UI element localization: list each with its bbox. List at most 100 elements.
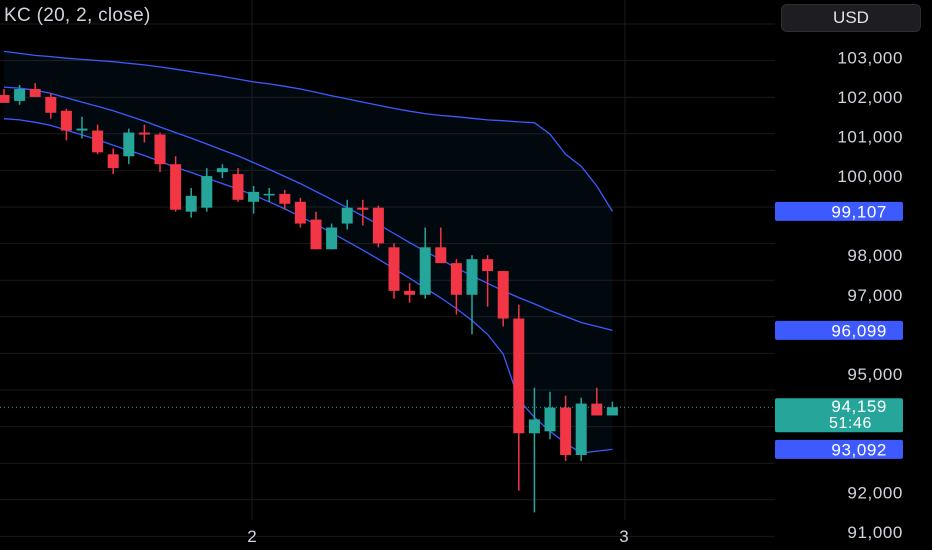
candle [170,156,182,212]
time-tick-label: 3 [619,527,628,546]
candle-body [482,259,494,272]
candle [388,243,400,299]
candle-body [92,130,104,153]
candle-body [170,164,182,210]
candle [123,128,135,165]
price-tag-value: 93,092 [831,440,887,459]
price-tag-value: 99,107 [831,202,887,221]
price-tag-box [775,320,903,340]
price-tag-middle: 96,099 [775,320,903,340]
candle [419,227,431,299]
candle [279,189,291,210]
candle-body [435,247,447,264]
candle [0,89,10,103]
price-tick-label: 100,000 [837,167,903,186]
candle-body [560,407,572,456]
price-tag-box [775,439,903,459]
candle [326,223,338,250]
candle-body [216,168,228,173]
candle-body [372,207,384,244]
price-tick-label: 91,000 [847,523,903,542]
candle-body [154,134,166,165]
candle-body [232,174,244,200]
price-tick-label: 102,000 [837,88,903,107]
candle-body [388,247,400,291]
candle-body [123,132,135,157]
price-tag-value: 94,159 [831,397,887,416]
price-tag-box [775,398,903,433]
candle [138,124,150,143]
candle-body [591,403,603,416]
candle-body [279,193,291,204]
candle-body [294,201,306,224]
candle [294,197,306,228]
candle-body [357,207,369,210]
candle-body [513,318,525,434]
candle-body [528,419,540,434]
candle-body [606,407,618,416]
candle [201,168,213,212]
candle [341,199,353,230]
candle [497,271,509,327]
candle-body [326,227,338,250]
candle [560,395,572,461]
candle [14,85,26,105]
candle-body [544,407,556,432]
indicator-label[interactable]: KC (20, 2, close) [4,5,151,26]
candle [591,387,603,416]
candle [575,397,587,461]
bar-countdown: 51:46 [829,415,872,432]
candle [357,199,369,226]
keltner-middle-line [3,86,613,332]
candle [450,259,462,315]
candle [107,148,119,175]
candle-body [497,271,509,319]
candle-body [107,154,119,169]
keltner-lower-line [3,118,613,454]
candle-body [310,219,322,250]
candle-body [0,94,10,103]
candle [216,164,228,179]
candle [606,401,618,416]
price-tick-label: 97,000 [847,286,903,305]
candle [372,205,384,248]
candle-body [29,89,41,97]
candle [435,227,447,264]
candle [482,255,494,307]
candle-body [575,403,587,456]
candle [76,116,88,139]
candle [404,282,416,303]
candle-body [201,176,213,208]
price-tick-label: 103,000 [837,48,903,67]
keltner-upper-line [3,50,613,212]
price-tick-label: 101,000 [837,128,903,147]
candle [45,92,57,119]
candle-body [466,259,478,295]
candle-body [60,110,72,131]
candle-body [45,96,57,113]
candle [466,255,478,335]
candle [544,391,556,440]
grid-lines [0,0,775,537]
candle-body [248,191,260,202]
candle-body [419,247,431,295]
candle [60,108,72,141]
candle [29,83,41,97]
candle-body [450,263,462,295]
price-tag-value: 96,099 [831,321,887,340]
candle-body [138,132,150,135]
candle [310,211,322,250]
currency-button[interactable]: USD [781,4,921,32]
candle [263,187,275,202]
price-tick-label: 95,000 [847,365,903,384]
candle-body [341,207,353,224]
candle [528,387,540,513]
price-tag-box [775,201,903,221]
price-tag-upper: 99,107 [775,201,903,221]
candle [185,187,197,218]
candle [92,124,104,155]
price-axis[interactable]: 91,000 92,000 95,000 97,000 98,000 100,000 101… [837,48,903,542]
